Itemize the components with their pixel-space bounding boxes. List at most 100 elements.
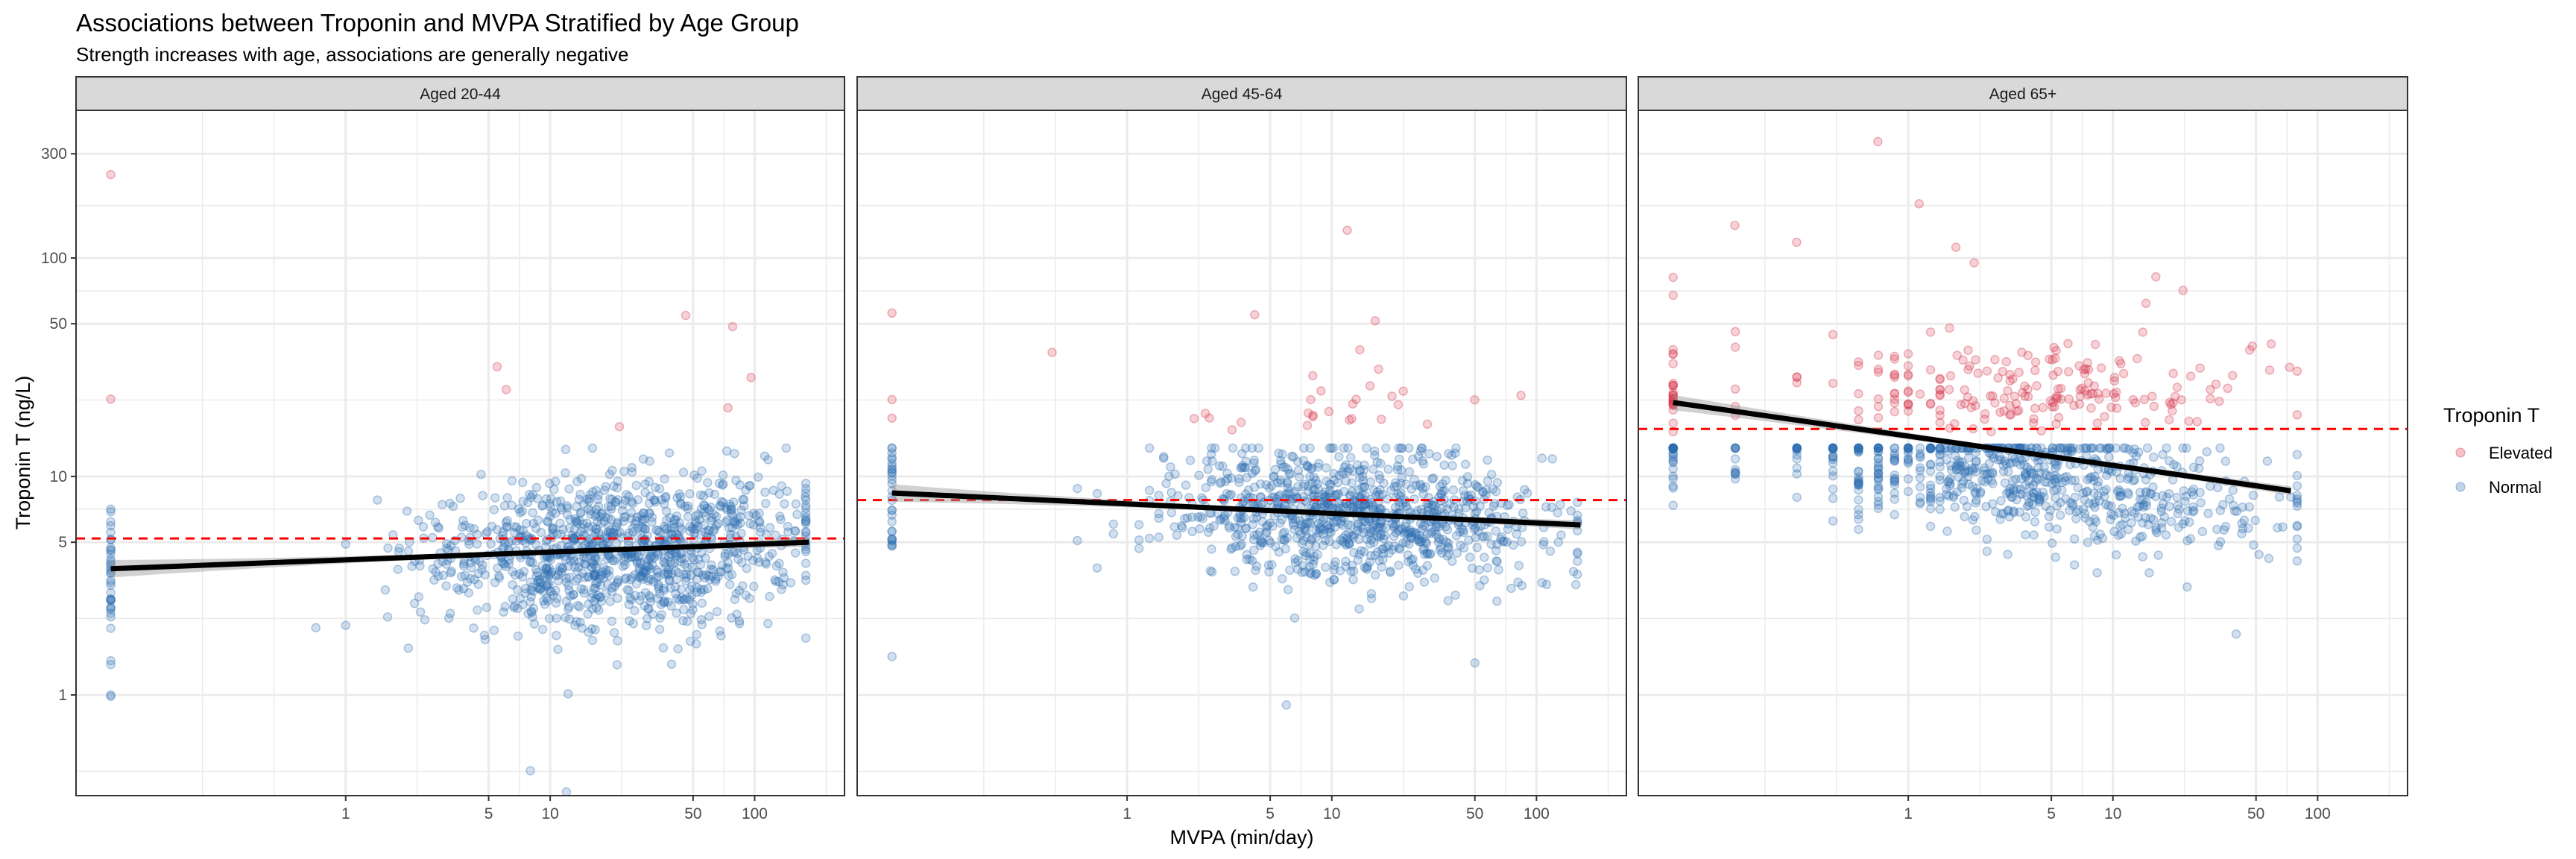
data-point-normal <box>1854 447 1863 457</box>
data-point-elevated <box>2170 391 2180 402</box>
data-point-normal <box>1385 567 1395 577</box>
data-point-normal <box>1668 443 1678 453</box>
data-point-normal <box>1261 479 1272 490</box>
data-point-normal <box>429 575 439 585</box>
data-point-normal <box>2158 491 2168 501</box>
data-point-normal <box>418 522 429 532</box>
data-point-normal <box>1442 551 1452 561</box>
data-point-normal <box>650 497 660 507</box>
data-point-normal <box>1792 443 1802 453</box>
data-point-normal <box>2292 543 2302 553</box>
data-point-normal <box>420 614 430 625</box>
data-point-normal <box>1489 501 1499 511</box>
data-point-normal <box>1297 567 1307 577</box>
data-point-normal <box>887 454 897 465</box>
data-point-normal <box>1360 460 1369 471</box>
data-point-normal <box>465 558 476 568</box>
data-point-normal <box>1222 488 1232 499</box>
data-point-normal <box>106 577 116 588</box>
data-point-normal <box>2030 476 2041 487</box>
data-point-normal <box>1418 483 1428 494</box>
data-point-normal <box>1915 451 1925 461</box>
data-point-normal <box>2089 499 2098 509</box>
data-point-normal <box>613 519 622 529</box>
data-point-normal <box>541 582 552 591</box>
data-point-normal <box>1158 453 1169 463</box>
data-point-normal <box>1415 481 1425 491</box>
data-point-normal <box>526 592 536 602</box>
data-point-normal <box>1187 526 1197 537</box>
data-point-normal <box>692 473 702 483</box>
data-point-normal <box>1277 515 1287 525</box>
data-point-normal <box>620 560 630 570</box>
data-point-normal <box>742 564 752 573</box>
data-point-elevated <box>1348 399 1358 409</box>
data-point-normal <box>2030 517 2040 527</box>
data-point-normal <box>2130 475 2140 485</box>
data-point-normal <box>1335 566 1345 576</box>
data-point-normal <box>2101 500 2111 509</box>
data-point-normal <box>2145 488 2156 499</box>
data-point-elevated <box>2086 389 2096 399</box>
data-point-normal <box>594 574 604 584</box>
data-point-normal <box>1435 545 1445 555</box>
data-point-normal <box>711 520 722 531</box>
data-point-normal <box>1873 485 1884 495</box>
data-point-normal <box>1348 466 1358 476</box>
data-point-normal <box>1338 536 1348 547</box>
data-point-normal <box>1396 478 1406 488</box>
data-point-normal <box>575 557 584 567</box>
data-point-normal <box>672 574 682 585</box>
data-point-elevated <box>1903 361 1913 371</box>
data-point-normal <box>569 562 580 572</box>
data-point-normal <box>1854 443 1863 453</box>
data-point-normal <box>2065 443 2075 453</box>
data-point-normal <box>1873 443 1884 453</box>
data-point-normal <box>621 573 631 583</box>
data-point-normal <box>1792 492 1802 503</box>
data-point-normal <box>584 490 595 500</box>
data-point-normal <box>567 530 578 541</box>
data-point-normal <box>660 596 669 606</box>
data-point-normal <box>1828 443 1838 453</box>
data-point-normal <box>1159 452 1169 462</box>
data-point-normal <box>672 511 682 521</box>
data-point-elevated <box>1200 409 1210 418</box>
data-point-normal <box>1668 443 1678 453</box>
data-point-normal <box>693 521 703 531</box>
data-point-normal <box>774 558 784 569</box>
data-point-normal <box>599 485 610 495</box>
data-point-normal <box>1242 550 1251 560</box>
data-point-normal <box>1935 475 1945 485</box>
data-point-normal <box>1458 497 1468 506</box>
data-point-normal <box>106 556 116 567</box>
data-point-elevated <box>1792 372 1802 383</box>
data-point-normal <box>1375 519 1385 529</box>
data-point-normal <box>1873 458 1884 468</box>
data-point-normal <box>1488 484 1498 494</box>
data-point-normal <box>1915 443 1925 453</box>
data-point-normal <box>578 519 588 529</box>
data-point-normal <box>626 595 637 605</box>
data-point-normal <box>106 603 116 613</box>
data-point-normal <box>1854 443 1863 453</box>
data-point-normal <box>662 524 672 534</box>
data-point-normal <box>1457 476 1468 485</box>
data-point-normal <box>1925 493 1936 503</box>
data-point-normal <box>720 549 730 559</box>
x-tick-label: 1 <box>1904 805 1913 822</box>
data-point-normal <box>520 584 531 594</box>
data-point-normal <box>1411 529 1421 540</box>
data-point-normal <box>636 511 646 520</box>
data-point-normal <box>775 512 785 521</box>
data-point-normal <box>1539 537 1549 547</box>
data-point-normal <box>1828 452 1838 462</box>
data-point-normal <box>686 608 696 619</box>
data-point-normal <box>1935 462 1945 472</box>
data-point-normal <box>570 514 580 524</box>
data-point-normal <box>624 600 634 610</box>
data-point-normal <box>533 515 543 525</box>
data-point-normal <box>1470 658 1480 668</box>
data-point-normal <box>538 596 549 606</box>
data-point-normal <box>1990 507 2001 517</box>
